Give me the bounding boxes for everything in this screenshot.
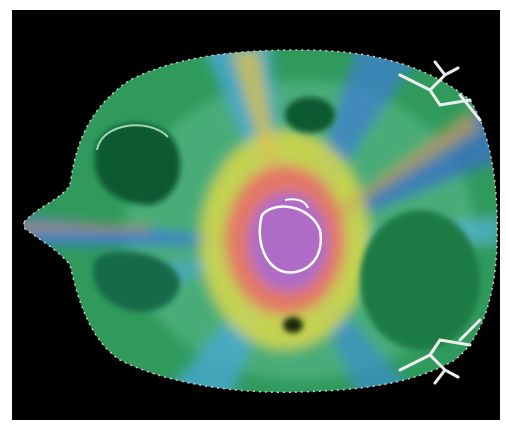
- head: [24, 50, 498, 393]
- ear-clip-bottom: [398, 318, 482, 385]
- ear-clip-top: [398, 60, 482, 122]
- skin-outline: [23, 49, 498, 394]
